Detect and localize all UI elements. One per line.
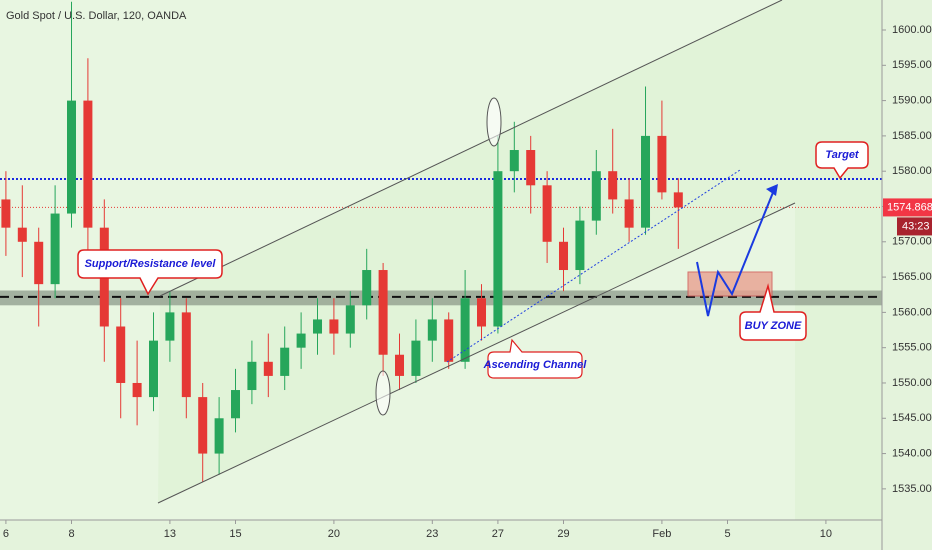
annotation: BUY ZONE	[745, 320, 802, 332]
candle-body	[214, 418, 224, 454]
candle-body	[378, 270, 388, 355]
candle-body	[231, 390, 241, 419]
y-tick-label: 1555.000	[892, 342, 932, 354]
x-tick-label: 8	[68, 528, 74, 540]
candle-body	[263, 361, 273, 376]
x-tick-label: 23	[426, 528, 438, 540]
x-tick-label: 10	[820, 528, 832, 540]
candle-body	[395, 354, 405, 376]
candle-body	[132, 382, 142, 398]
callout-box	[739, 283, 807, 341]
candle-body	[608, 171, 618, 200]
candle-body	[247, 361, 257, 391]
candle-body	[17, 227, 27, 242]
x-tick-label: 5	[724, 528, 730, 540]
candle-body	[526, 150, 536, 186]
candle-body	[542, 185, 552, 242]
candle-body	[493, 171, 503, 327]
touch-marker	[486, 97, 502, 147]
x-tick-label: 27	[492, 528, 504, 540]
x-tick-label: 6	[3, 528, 9, 540]
candle-body	[34, 241, 44, 285]
candle-body	[1, 199, 11, 228]
y-tick-label: 1540.000	[892, 447, 932, 459]
annotation: Ascending Channel	[483, 359, 588, 371]
candle-body	[198, 397, 208, 454]
chart-title: Gold Spot / U.S. Dollar, 120, OANDA	[6, 10, 187, 22]
channel-lower	[157, 202, 796, 504]
candle-body	[460, 298, 470, 362]
annotation: Support/Resistance level	[85, 258, 217, 270]
y-tick-label: 1600.000	[892, 24, 932, 36]
countdown-label: 43:23	[902, 220, 930, 232]
channel-fill	[158, 0, 882, 520]
candle-body	[313, 319, 323, 334]
candle-body	[624, 199, 634, 228]
candle-body	[427, 319, 437, 341]
candle-body	[591, 171, 601, 221]
x-tick-label: 15	[229, 528, 241, 540]
annotation: Target	[825, 149, 860, 161]
candle-body	[411, 340, 421, 376]
candle-body	[165, 312, 175, 341]
callout-box	[487, 338, 583, 379]
candle-body	[116, 326, 126, 383]
candle-body	[296, 333, 306, 348]
x-tick-label: 29	[557, 528, 569, 540]
x-tick-label: 20	[328, 528, 340, 540]
projection-path	[696, 189, 775, 317]
y-tick-label: 1570.000	[892, 236, 932, 248]
candle-body	[559, 241, 569, 271]
candle-body	[509, 150, 519, 172]
y-tick-label: 1590.000	[892, 95, 932, 107]
callout-box	[815, 141, 869, 180]
candle-body	[673, 192, 683, 208]
projection-arrow	[766, 184, 778, 196]
y-tick-label: 1595.000	[892, 59, 932, 71]
candle-body	[67, 100, 77, 214]
countdown-box	[897, 217, 932, 236]
candle-body	[50, 213, 60, 285]
last-price-label: 1574.868	[887, 201, 932, 213]
touch-marker	[375, 370, 391, 416]
x-tick-label: Feb	[652, 528, 671, 540]
callout-box	[77, 249, 223, 296]
y-tick-label: 1545.000	[892, 412, 932, 424]
y-tick-label: 1585.000	[892, 130, 932, 142]
support-zone	[0, 290, 882, 306]
candle-body	[149, 340, 159, 398]
y-tick-label: 1560.000	[892, 306, 932, 318]
candle-body	[329, 319, 339, 334]
y-tick-label: 1580.000	[892, 165, 932, 177]
last-price-box	[883, 198, 932, 217]
candle-body	[575, 220, 585, 271]
candle-body	[444, 319, 454, 362]
candle-body	[657, 135, 667, 193]
candle-body	[477, 298, 487, 327]
candle-body	[83, 100, 93, 228]
y-tick-label: 1550.000	[892, 377, 932, 389]
channel-upper	[159, 0, 783, 297]
candle-body	[280, 347, 290, 376]
candle-body	[362, 270, 372, 306]
x-tick-label: 13	[164, 528, 176, 540]
y-tick-label: 1535.000	[892, 483, 932, 495]
y-tick-label: 1565.000	[892, 271, 932, 283]
candle-body	[641, 135, 651, 228]
candle-body	[181, 312, 191, 398]
candle-body	[345, 305, 355, 334]
